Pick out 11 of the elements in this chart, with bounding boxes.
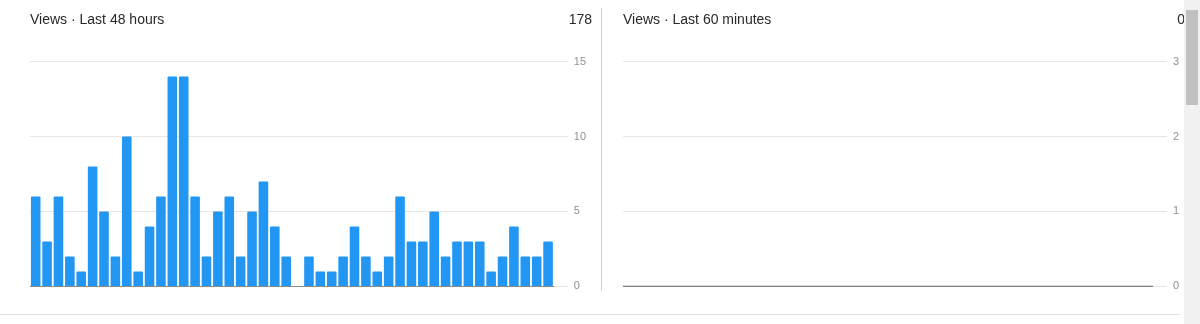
y-tick-label: 0	[1172, 279, 1180, 292]
y-tick-label: 1	[1172, 204, 1180, 217]
text: 178	[568, 11, 592, 27]
y-tick-label: 0	[573, 279, 580, 292]
y-tick-label: 5	[573, 204, 580, 217]
y-tick-label: 10	[573, 129, 587, 142]
y-tick-label: 15	[573, 54, 587, 67]
y-tick-label: 2	[1172, 129, 1180, 142]
chart-title: Views · Last 48 hours	[30, 11, 165, 27]
chart-title: Views · Last 60 minutes	[623, 11, 772, 27]
y-tick-label: 3	[1172, 54, 1180, 67]
